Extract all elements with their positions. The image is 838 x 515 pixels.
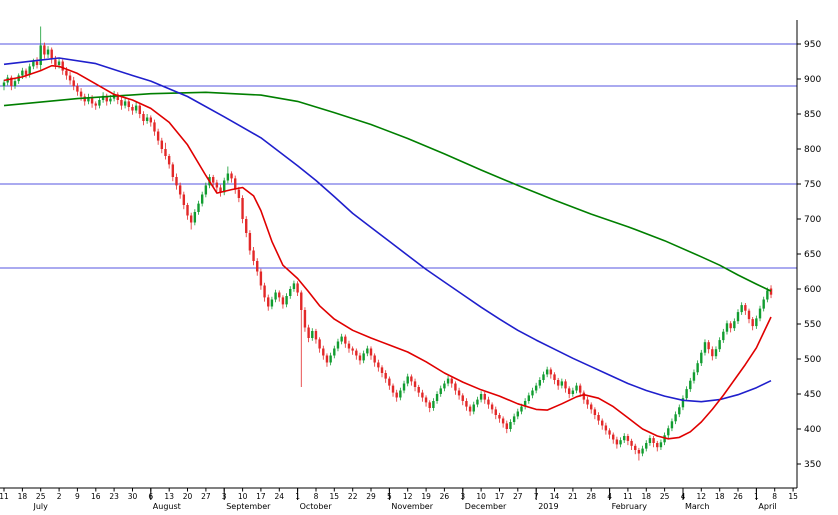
x-tick-label: 17	[256, 492, 266, 501]
y-tick-label: 900	[804, 75, 821, 85]
x-tick-label: 12	[697, 492, 707, 501]
x-tick-label: 2	[57, 492, 62, 501]
x-tick-label: 27	[201, 492, 211, 501]
candles-layer	[2, 26, 773, 461]
x-tick-label: 20	[183, 492, 193, 501]
x-tick-label: 30	[128, 492, 138, 501]
x-tick-label: 28	[586, 492, 596, 501]
x-tick-label: 15	[330, 492, 340, 501]
x-tick-label: 24	[275, 492, 285, 501]
month-label: August	[153, 502, 181, 511]
x-tick-label: 12	[403, 492, 413, 501]
x-tick-label: 26	[440, 492, 450, 501]
x-tick-label: 8	[314, 492, 319, 501]
month-label: December	[465, 502, 507, 511]
x-tick-label: 27	[513, 492, 523, 501]
x-tick-label: 9	[75, 492, 80, 501]
y-tick-label: 450	[804, 390, 821, 400]
y-tick-label: 950	[804, 40, 821, 50]
x-tick-label: 14	[550, 492, 560, 501]
x-tick-label: 15	[788, 492, 798, 501]
x-tick-label: 18	[642, 492, 652, 501]
y-tick-label: 600	[804, 285, 821, 295]
x-tick-label: 23	[109, 492, 119, 501]
x-tick-label: 10	[238, 492, 248, 501]
x-tick-label: 17	[495, 492, 505, 501]
y-tick-label: 800	[804, 145, 821, 155]
x-tick-label: 22	[348, 492, 358, 501]
month-label: March	[685, 502, 709, 511]
y-tick-label: 550	[804, 320, 821, 330]
x-tick-label: 29	[366, 492, 376, 501]
month-label: February	[612, 502, 648, 511]
short-ma-line	[3, 64, 772, 440]
y-tick-label: 350	[804, 460, 821, 470]
medium-ma-line	[3, 57, 772, 403]
month-label: July	[33, 502, 49, 511]
month-label: October	[300, 502, 333, 511]
y-tick-label: 750	[804, 180, 821, 190]
x-tick-label: 16	[91, 492, 101, 501]
x-tick-label: 11	[623, 492, 633, 501]
x-tick-label: 19	[421, 492, 431, 501]
month-label: April	[758, 502, 776, 511]
x-tick-label: 26	[733, 492, 743, 501]
x-tick-label: 25	[36, 492, 46, 501]
x-tick-label: 25	[660, 492, 670, 501]
x-tick-label: 21	[568, 492, 578, 501]
y-tick-label: 650	[804, 250, 821, 260]
x-tick-label: 18	[18, 492, 28, 501]
y-tick-label: 400	[804, 425, 821, 435]
y-tick-label: 850	[804, 110, 821, 120]
long-ma-line	[3, 91, 772, 292]
month-label: 2019	[538, 502, 558, 511]
x-tick-label: 13	[164, 492, 174, 501]
x-tick-label: 18	[715, 492, 725, 501]
x-tick-label: 11	[0, 492, 9, 501]
y-tick-label: 700	[804, 215, 821, 225]
x-tick-label: 8	[772, 492, 777, 501]
horizontal-level-lines	[0, 43, 797, 269]
month-label: November	[391, 502, 433, 511]
y-axis: 950 900 850 800 750 700 650 600 550 500 450 400 350	[796, 20, 821, 488]
x-axis: 1118252916233061320273101724181522295121…	[0, 487, 798, 511]
y-tick-label: 500	[804, 355, 821, 365]
x-tick-label: 10	[476, 492, 486, 501]
month-label: September	[226, 502, 271, 511]
